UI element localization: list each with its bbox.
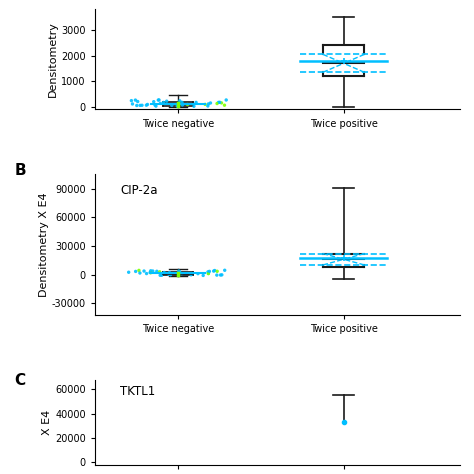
Point bbox=[151, 101, 159, 109]
Point bbox=[156, 268, 164, 275]
Point bbox=[184, 100, 191, 108]
Point bbox=[167, 271, 174, 279]
Point bbox=[155, 96, 162, 104]
Point bbox=[138, 101, 146, 109]
Y-axis label: X E4: X E4 bbox=[42, 410, 52, 435]
Point bbox=[143, 101, 150, 109]
Text: C: C bbox=[15, 373, 26, 388]
Point bbox=[147, 269, 155, 276]
Point bbox=[205, 270, 212, 277]
Point bbox=[205, 270, 212, 277]
Point bbox=[179, 101, 186, 109]
Point bbox=[168, 101, 175, 109]
Point bbox=[213, 271, 220, 279]
Text: B: B bbox=[15, 164, 26, 178]
Point bbox=[146, 269, 154, 276]
Point bbox=[132, 268, 139, 275]
Point bbox=[176, 268, 183, 275]
Point bbox=[216, 99, 224, 106]
Point bbox=[128, 97, 135, 104]
Point bbox=[134, 98, 142, 105]
Point bbox=[211, 267, 219, 274]
Point bbox=[149, 267, 156, 275]
Point bbox=[200, 272, 207, 279]
Point bbox=[178, 99, 186, 106]
Point bbox=[132, 96, 139, 104]
Point bbox=[163, 97, 171, 105]
Y-axis label: Densitometry: Densitometry bbox=[48, 21, 58, 98]
Point bbox=[153, 267, 161, 275]
Point bbox=[166, 269, 173, 276]
Point bbox=[204, 268, 212, 276]
Point bbox=[178, 270, 185, 277]
Point bbox=[221, 101, 228, 109]
Point bbox=[165, 271, 173, 278]
Text: TKTL1: TKTL1 bbox=[120, 385, 155, 399]
Point bbox=[190, 102, 198, 110]
Point bbox=[187, 271, 195, 279]
Point bbox=[204, 102, 211, 110]
Y-axis label: Densitometry X E4: Densitometry X E4 bbox=[39, 192, 49, 297]
Point bbox=[215, 99, 222, 106]
Point bbox=[136, 269, 144, 277]
Point bbox=[206, 268, 213, 275]
Point bbox=[207, 99, 214, 107]
Point bbox=[218, 271, 226, 279]
Point bbox=[150, 98, 157, 106]
Point bbox=[218, 99, 225, 107]
Text: CIP-2a: CIP-2a bbox=[120, 184, 158, 197]
Point bbox=[217, 271, 224, 279]
Point bbox=[222, 96, 230, 104]
Point bbox=[175, 267, 182, 275]
Point bbox=[128, 100, 136, 108]
Point bbox=[152, 102, 160, 110]
Point bbox=[125, 268, 132, 276]
Point bbox=[140, 267, 148, 275]
Point bbox=[133, 102, 141, 109]
Point bbox=[156, 272, 164, 279]
Point bbox=[213, 100, 221, 107]
Point bbox=[194, 270, 202, 277]
Point bbox=[143, 270, 150, 277]
Point bbox=[221, 266, 228, 274]
Point bbox=[156, 100, 164, 107]
Point bbox=[201, 100, 209, 108]
Point bbox=[135, 266, 143, 274]
Point bbox=[210, 267, 218, 275]
Point bbox=[213, 267, 221, 275]
Point bbox=[173, 102, 181, 110]
Point bbox=[158, 272, 165, 279]
Point bbox=[176, 97, 183, 105]
Point bbox=[147, 267, 155, 274]
Point bbox=[192, 99, 200, 106]
Point bbox=[205, 100, 212, 108]
Point bbox=[137, 101, 144, 109]
Point bbox=[160, 99, 167, 106]
Point bbox=[155, 96, 163, 104]
Point bbox=[144, 100, 151, 108]
Point bbox=[160, 269, 168, 276]
